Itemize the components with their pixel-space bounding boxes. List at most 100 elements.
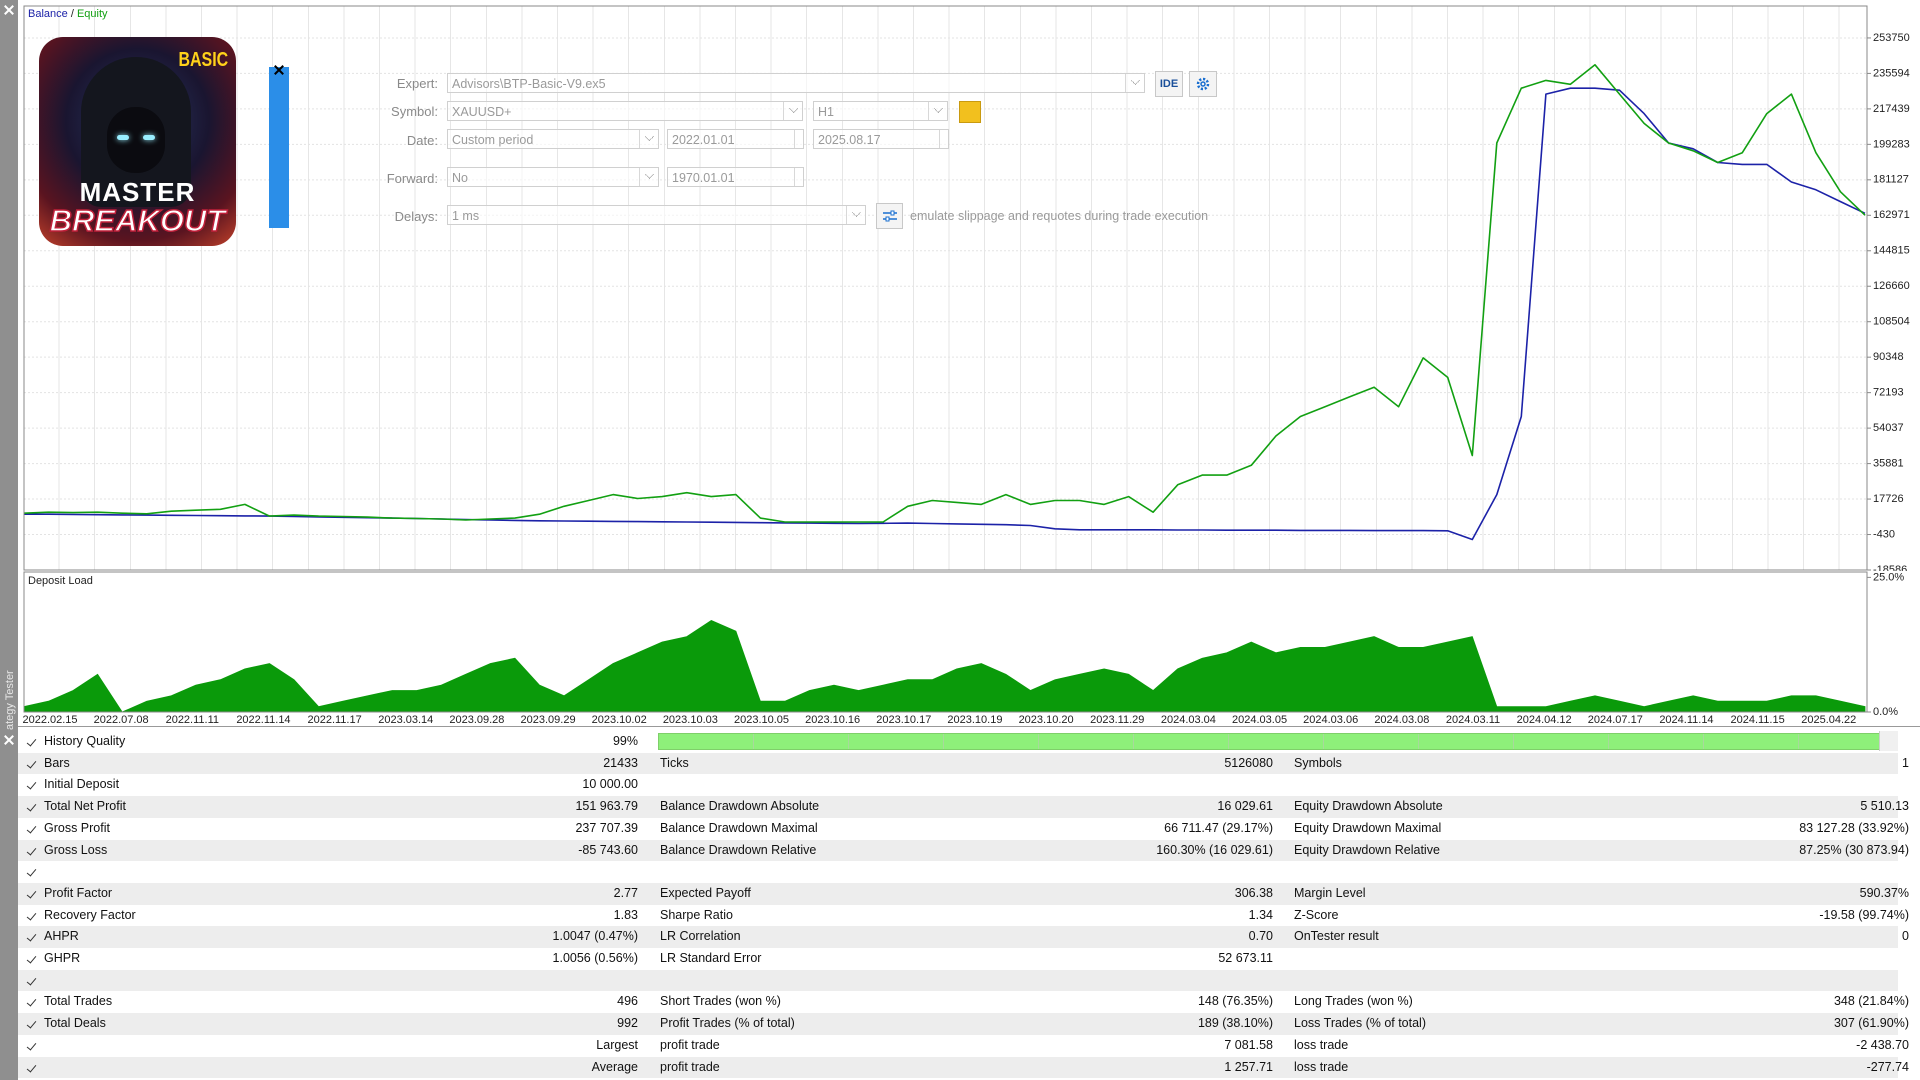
deposit-area (24, 621, 1865, 713)
metric-label: Equity Drawdown Maximal (1294, 818, 1441, 840)
delays-select[interactable]: 1 ms (447, 205, 866, 225)
report-row: Initial Deposit10 000.00 (18, 774, 1898, 796)
checkmark[interactable] (27, 997, 37, 1007)
forward-label: Forward: (318, 171, 438, 186)
y-tick-label: -430 (1873, 528, 1895, 540)
y-tick-label: 108504 (1873, 316, 1910, 328)
x-tick-label: 2024.03.11 (1446, 714, 1500, 726)
symbol-properties-button[interactable] (959, 101, 981, 123)
checkmark[interactable] (27, 1040, 37, 1050)
metric-label: Profit Factor (44, 883, 112, 905)
checkmark[interactable] (27, 910, 37, 920)
logo-badge: BASIC (178, 49, 228, 72)
y-tick-label: 199283 (1873, 138, 1910, 150)
expert-select[interactable]: Advisors\BTP-Basic-V9.ex5 (447, 73, 1145, 93)
report-row: Gross Loss-85 743.60Balance Drawdown Rel… (18, 840, 1898, 862)
metric-label: Equity Drawdown Absolute (1294, 796, 1443, 818)
checkmark[interactable] (27, 758, 37, 768)
metric-value: Average (592, 1057, 638, 1079)
scroll-up[interactable] (1879, 731, 1898, 751)
metric-label: Loss Trades (% of total) (1294, 1013, 1426, 1035)
period-select[interactable]: H1 (813, 101, 948, 121)
checkmark[interactable] (27, 1019, 37, 1029)
metric-value: 237 707.39 (575, 818, 638, 840)
metric-label: loss trade (1294, 1035, 1348, 1057)
metric-label: Total Net Profit (44, 796, 126, 818)
date-to[interactable]: 2025.08.17 (813, 129, 949, 149)
report-row: GHPR1.0056 (0.56%)LR Standard Error52 67… (18, 948, 1898, 970)
checkmark[interactable] (27, 780, 37, 790)
metric-value: Largest (596, 1035, 638, 1057)
close-button[interactable] (273, 64, 285, 76)
metric-value: 307 (61.90%) (1834, 1013, 1909, 1035)
metric-label: AHPR (44, 926, 79, 948)
y-tick-label: 17726 (1873, 493, 1904, 505)
x-tick-label: 2023.11.29 (1090, 714, 1144, 726)
checkmark[interactable] (27, 1062, 37, 1072)
series-line (24, 88, 1865, 539)
x-tick-label: 2023.03.14 (378, 714, 433, 726)
report-row: Recovery Factor1.83Sharpe Ratio1.34Z-Sco… (18, 905, 1898, 927)
report-row: History Quality99% (18, 731, 1898, 753)
y-tick-label: 54037 (1873, 422, 1904, 434)
date-label: Date: (318, 133, 438, 148)
close-button[interactable] (3, 4, 15, 16)
checkmark[interactable] (27, 888, 37, 898)
forward-select[interactable]: No (447, 167, 659, 187)
metric-value: 348 (21.84%) (1834, 991, 1909, 1013)
metric-label: Total Trades (44, 991, 112, 1013)
legend-separator: / (71, 8, 75, 20)
delays-note: emulate slippage and requotes during tra… (910, 209, 1208, 223)
metric-value: 1.0056 (0.56%) (553, 948, 638, 970)
x-tick-label: 2024.11.15 (1730, 714, 1784, 726)
x-tick-label: 2022.11.14 (236, 714, 290, 726)
metric-label: LR Standard Error (660, 948, 761, 970)
delays-settings-button[interactable] (876, 203, 903, 229)
checkmark[interactable] (27, 845, 37, 855)
date-from[interactable]: 2022.01.01 (667, 129, 804, 149)
x-tick-label: 2023.10.05 (734, 714, 789, 726)
report-row: Bars21433Ticks5126080Symbols1 (18, 753, 1898, 775)
date-mode-select[interactable]: Custom period (447, 129, 659, 149)
report-row: Total Net Profit151 963.79Balance Drawdo… (18, 796, 1898, 818)
x-tick-label: 2022.02.15 (22, 714, 77, 726)
forward-date[interactable]: 1970.01.01 (667, 167, 804, 187)
metric-label: Gross Loss (44, 840, 107, 862)
metric-label: History Quality (44, 731, 125, 753)
checkmark[interactable] (27, 932, 37, 942)
deposit-title: Deposit Load (28, 575, 93, 587)
metric-label: Short Trades (won %) (660, 991, 781, 1013)
metric-label: Ticks (660, 753, 689, 775)
x-tick-label: 2023.10.17 (876, 714, 931, 726)
y-tick-label: 25.0% (1873, 571, 1904, 583)
sidebar-title: ategy Tester (4, 662, 16, 730)
settings-button[interactable] (1189, 71, 1217, 97)
metric-label: Sharpe Ratio (660, 905, 733, 927)
checkmark[interactable] (27, 867, 37, 877)
x-tick-label: 2024.03.05 (1232, 714, 1287, 726)
checkmark[interactable] (27, 953, 37, 963)
metric-value: 992 (617, 1013, 638, 1035)
metric-label: OnTester result (1294, 926, 1379, 948)
metric-value: 0.70 (1249, 926, 1273, 948)
metric-value: 83 127.28 (33.92%) (1799, 818, 1909, 840)
report-row: Profit Factor2.77Expected Payoff306.38Ma… (18, 883, 1898, 905)
symbol-select[interactable]: XAUUSD+ (447, 101, 803, 121)
metric-value: 5126080 (1224, 753, 1273, 775)
y-tick-label: 126660 (1873, 280, 1910, 292)
metric-label: GHPR (44, 948, 80, 970)
checkmark[interactable] (27, 802, 37, 812)
checkmark[interactable] (27, 823, 37, 833)
metric-value: 148 (76.35%) (1198, 991, 1273, 1013)
metric-label: Equity Drawdown Relative (1294, 840, 1440, 862)
ide-button[interactable]: IDE (1155, 71, 1183, 97)
y-tick-label: 90348 (1873, 351, 1904, 363)
metric-label: Balance Drawdown Relative (660, 840, 816, 862)
close-button[interactable] (3, 734, 15, 746)
symbol-label: Symbol: (318, 104, 438, 119)
metric-label: Initial Deposit (44, 774, 119, 796)
report-row: Total Deals992Profit Trades (% of total)… (18, 1013, 1898, 1035)
metric-value: 306.38 (1235, 883, 1273, 905)
checkmark[interactable] (27, 736, 37, 746)
checkmark[interactable] (27, 975, 37, 985)
